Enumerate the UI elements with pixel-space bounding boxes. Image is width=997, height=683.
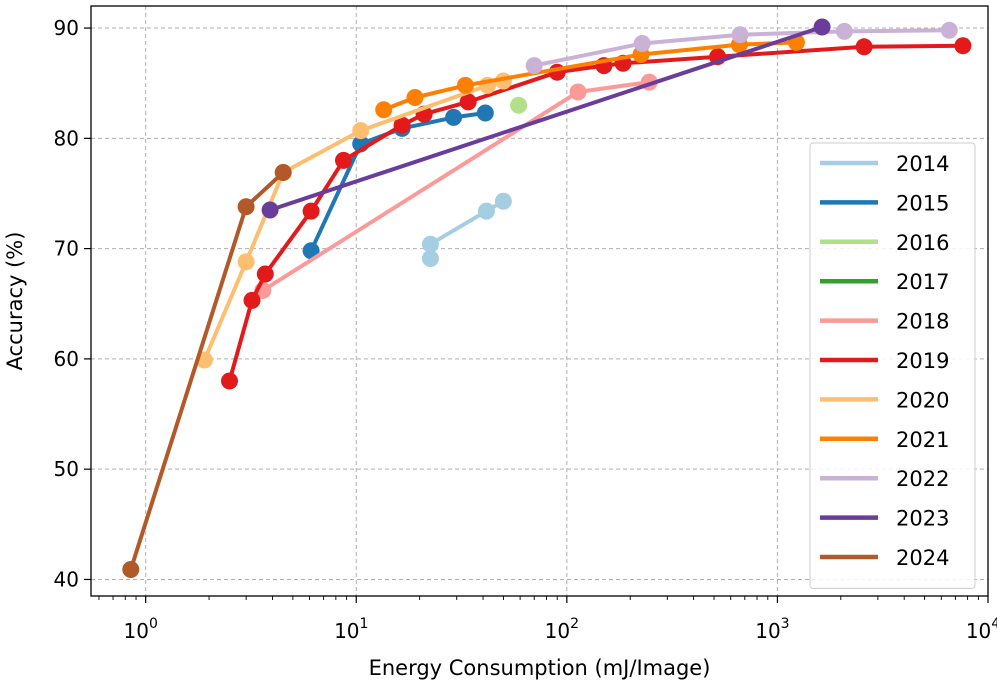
y-tick-label: 40 xyxy=(54,567,79,591)
data-point xyxy=(954,37,972,55)
x-tick-label: 104 xyxy=(966,616,997,643)
data-point xyxy=(569,83,587,101)
legend-label: 2016 xyxy=(896,231,949,255)
data-point xyxy=(122,561,140,578)
series-2022 xyxy=(525,21,958,75)
legend-item: 2020 xyxy=(820,388,949,412)
y-tick-label: 70 xyxy=(54,237,79,261)
series-2023 xyxy=(261,18,831,219)
data-point xyxy=(459,93,477,111)
data-point xyxy=(375,101,393,119)
data-point xyxy=(261,201,279,219)
y-tick-label: 60 xyxy=(54,347,79,371)
legend-item: 2022 xyxy=(820,467,949,491)
plot-frame xyxy=(90,5,989,597)
y-tick-label: 50 xyxy=(54,457,79,481)
data-point xyxy=(477,202,495,220)
legend-label: 2017 xyxy=(896,270,949,294)
legend-item: 2014 xyxy=(820,152,949,176)
data-point xyxy=(855,38,873,56)
legend-label: 2020 xyxy=(896,388,949,412)
x-tick-label: 103 xyxy=(755,616,789,643)
series-line xyxy=(268,25,825,212)
legend-item: 2019 xyxy=(820,349,949,373)
data-point xyxy=(406,89,424,106)
legend: 2014 2015 2016 2017 2018 2019 2020 2021 2022 2023… xyxy=(809,142,976,589)
legend-label: 2023 xyxy=(896,507,949,531)
series-2016 xyxy=(510,96,528,114)
y-tick-label: 90 xyxy=(54,16,79,40)
data-point xyxy=(237,253,255,271)
data-point xyxy=(510,96,528,114)
data-point xyxy=(421,250,439,267)
legend-item: 2024 xyxy=(820,546,949,570)
data-point xyxy=(237,198,255,216)
data-point xyxy=(525,57,543,75)
legend-item: 2023 xyxy=(820,507,949,531)
legend-item: 2017 xyxy=(820,270,949,294)
data-point xyxy=(256,265,274,283)
series-line xyxy=(227,43,965,383)
series-2018 xyxy=(254,73,658,299)
data-point xyxy=(456,76,474,94)
x-tick-label: 101 xyxy=(334,616,368,643)
data-point xyxy=(494,192,512,210)
data-point xyxy=(813,18,831,36)
data-point xyxy=(221,372,238,390)
axis-ticks: 100 101 102 103 104 40 50 60 70 80 90 xyxy=(54,16,997,643)
y-tick-label: 80 xyxy=(54,126,79,150)
legend-label: 2019 xyxy=(896,349,949,373)
data-point xyxy=(731,26,749,44)
x-axis-label: Energy Consumption (mJ/Image) xyxy=(369,656,711,680)
data-point xyxy=(421,235,439,253)
series-lines xyxy=(122,18,972,578)
data-point xyxy=(835,22,853,40)
data-point xyxy=(335,151,352,169)
legend-label: 2015 xyxy=(896,191,949,215)
legend-label: 2024 xyxy=(896,546,949,570)
legend-label: 2018 xyxy=(896,310,949,334)
y-axis-label: Accuracy (%) xyxy=(3,232,27,371)
axes xyxy=(90,5,989,597)
legend-label: 2014 xyxy=(896,152,949,176)
legend-item: 2015 xyxy=(820,191,949,215)
series-2021 xyxy=(375,33,805,119)
data-point xyxy=(352,122,370,140)
legend-label: 2021 xyxy=(896,428,949,452)
legend-box xyxy=(809,142,976,589)
legend-item: 2021 xyxy=(820,428,949,452)
legend-item: 2018 xyxy=(820,310,949,334)
data-point xyxy=(274,164,292,181)
series-2014 xyxy=(421,192,512,267)
series-2024 xyxy=(122,164,292,578)
legend-label: 2022 xyxy=(896,467,949,491)
x-tick-label: 100 xyxy=(123,616,157,643)
data-point xyxy=(445,108,463,126)
data-point xyxy=(633,35,651,52)
data-point xyxy=(476,104,494,122)
data-point xyxy=(302,202,320,220)
legend-item: 2016 xyxy=(820,231,949,255)
data-point xyxy=(393,116,411,134)
data-point xyxy=(243,291,261,309)
x-tick-label: 102 xyxy=(545,616,579,643)
data-point xyxy=(940,21,958,39)
